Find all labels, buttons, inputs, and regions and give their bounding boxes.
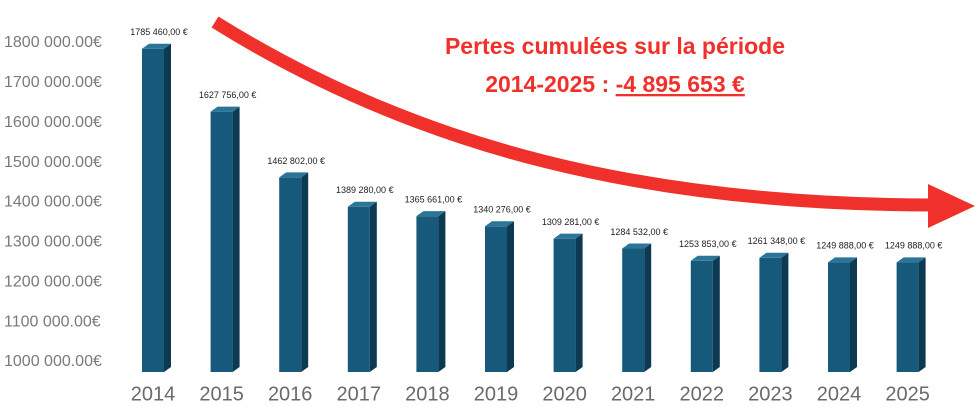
x-tick-label: 2022 xyxy=(680,383,725,405)
x-tick-label: 2017 xyxy=(337,383,382,405)
value-label: 1249 888,00 € xyxy=(816,241,874,251)
bar xyxy=(553,238,576,372)
bar-top xyxy=(828,257,857,263)
value-label: 1249 888,00 € xyxy=(885,241,943,251)
bar-side xyxy=(232,106,240,372)
bar-top xyxy=(759,252,789,258)
y-tick-label: 1600 000.00€ xyxy=(4,114,102,131)
value-label: 1284 532,00 € xyxy=(610,227,668,237)
bar xyxy=(279,177,302,372)
bar-top xyxy=(416,211,446,217)
x-tick-label: 2016 xyxy=(268,383,313,405)
bar xyxy=(759,257,782,372)
bar-side xyxy=(712,255,720,372)
bar-top xyxy=(622,243,652,249)
bar-top xyxy=(142,43,171,49)
bar-side xyxy=(575,233,583,372)
y-tick-label: 1800 000.00€ xyxy=(4,34,102,51)
value-label: 1462 802,00 € xyxy=(267,156,325,166)
value-label: 1309 281,00 € xyxy=(542,217,600,227)
bar-side xyxy=(918,257,926,372)
y-tick-label: 1000 000.00€ xyxy=(4,353,102,370)
bar-top xyxy=(210,106,240,112)
bar xyxy=(142,48,164,372)
value-label: 1340 276,00 € xyxy=(473,205,531,215)
x-tick-label: 2020 xyxy=(542,383,587,405)
value-label: 1785 460,00 € xyxy=(130,27,188,37)
bar-side xyxy=(438,211,446,372)
x-tick-label: 2024 xyxy=(817,383,862,405)
x-tick-label: 2021 xyxy=(611,383,656,405)
x-tick-label: 2018 xyxy=(405,383,450,405)
x-tick-label: 2025 xyxy=(885,383,930,405)
annotation: Pertes cumulées sur la période xyxy=(445,33,785,59)
y-tick-label: 1400 000.00€ xyxy=(4,194,102,211)
bar-top xyxy=(896,257,926,263)
y-tick-label: 1300 000.00€ xyxy=(4,234,102,251)
y-tick-label: 1700 000.00€ xyxy=(4,74,102,91)
value-label: 1627 756,00 € xyxy=(199,90,257,100)
trend-arrow-head xyxy=(928,184,975,228)
bar-side xyxy=(644,243,652,372)
x-tick-label: 2019 xyxy=(474,383,519,405)
bar xyxy=(416,216,439,372)
y-tick-label: 1200 000.00€ xyxy=(4,273,102,290)
bar-top xyxy=(485,221,514,227)
bar-side xyxy=(850,257,857,372)
y-tick-label: 1100 000.00€ xyxy=(4,313,101,330)
value-label: 1253 853,00 € xyxy=(679,239,737,249)
trend-arrow xyxy=(211,16,936,212)
annotation-value: -4 895 653 € xyxy=(616,71,745,97)
annotation-prefix: 2014-2025 : xyxy=(485,71,615,97)
x-tick-label: 2014 xyxy=(131,383,176,405)
bar-side xyxy=(781,252,789,372)
bar xyxy=(485,226,507,372)
bar-side xyxy=(164,43,171,372)
bar xyxy=(347,206,370,372)
bar xyxy=(622,248,645,372)
bar-top xyxy=(553,233,583,239)
y-tick-label: 1500 000.00€ xyxy=(4,154,102,171)
x-tick-label: 2015 xyxy=(199,383,244,405)
bar xyxy=(690,260,713,372)
value-label: 1261 348,00 € xyxy=(748,236,806,246)
bar-side xyxy=(507,221,514,372)
bar xyxy=(828,262,850,372)
bar-top xyxy=(690,255,720,261)
bar xyxy=(896,262,919,372)
bar xyxy=(210,111,233,372)
value-label: 1365 661,00 € xyxy=(405,195,463,205)
x-tick-label: 2023 xyxy=(748,383,793,405)
value-label: 1389 280,00 € xyxy=(336,185,394,195)
bar-top xyxy=(279,172,309,178)
bar-side xyxy=(301,172,309,372)
bar-top xyxy=(347,201,377,207)
annotation: 2014-2025 : -4 895 653 € xyxy=(485,71,745,97)
bar-side xyxy=(369,201,377,372)
